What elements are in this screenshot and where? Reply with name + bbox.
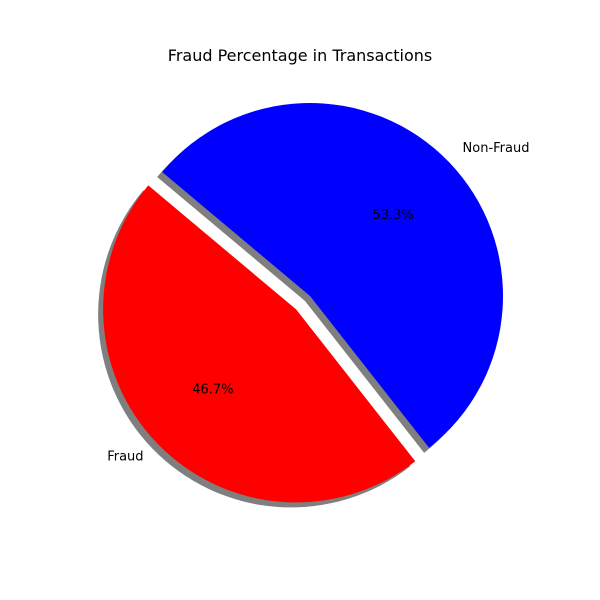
- slice-percent-label: 53.3%: [373, 208, 414, 223]
- pie-slice-fraud: [103, 185, 416, 503]
- slice-label: Non-Fraud: [463, 141, 530, 156]
- chart-title: Fraud Percentage in Transactions: [167, 46, 433, 65]
- pie-slice-non-fraud: [162, 102, 503, 448]
- slice-percent-label: 46.7%: [192, 382, 233, 397]
- slice-label: Fraud: [107, 450, 143, 465]
